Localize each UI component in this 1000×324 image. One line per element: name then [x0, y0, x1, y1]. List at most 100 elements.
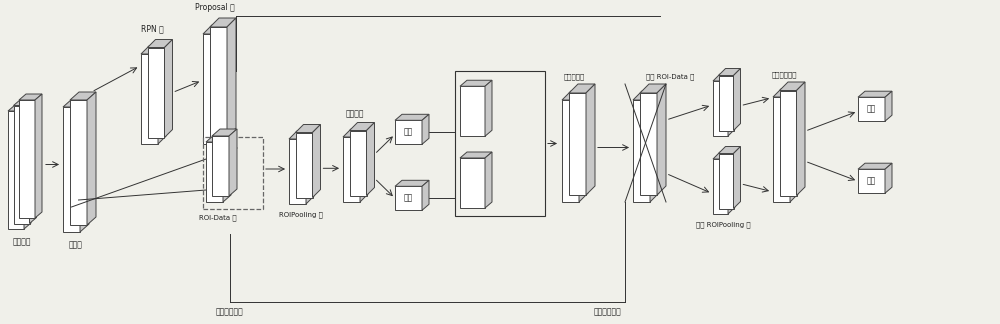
Polygon shape: [657, 84, 666, 195]
Polygon shape: [343, 137, 360, 202]
Text: ROIPooling 层: ROIPooling 层: [279, 211, 322, 218]
Polygon shape: [350, 131, 366, 195]
Polygon shape: [395, 186, 422, 210]
Polygon shape: [713, 159, 728, 214]
Polygon shape: [212, 129, 237, 136]
Polygon shape: [206, 135, 231, 142]
Text: 实际坐标信息: 实际坐标信息: [216, 307, 244, 316]
Polygon shape: [395, 120, 422, 144]
Polygon shape: [858, 169, 885, 193]
Polygon shape: [148, 40, 173, 48]
Polygon shape: [158, 46, 166, 144]
Polygon shape: [141, 54, 158, 144]
Polygon shape: [885, 163, 892, 193]
Polygon shape: [63, 99, 89, 107]
Polygon shape: [141, 46, 166, 54]
Polygon shape: [164, 40, 173, 137]
Polygon shape: [350, 122, 374, 131]
Polygon shape: [640, 93, 657, 195]
Polygon shape: [366, 122, 374, 195]
Polygon shape: [885, 91, 892, 121]
Polygon shape: [24, 105, 31, 229]
Polygon shape: [485, 152, 492, 208]
Polygon shape: [569, 84, 595, 93]
Polygon shape: [650, 91, 659, 202]
Polygon shape: [569, 93, 586, 195]
Text: 级联全连接层: 级联全连接层: [772, 71, 798, 78]
Polygon shape: [148, 48, 164, 137]
Polygon shape: [633, 100, 650, 202]
Polygon shape: [70, 92, 96, 100]
Polygon shape: [485, 80, 492, 136]
Polygon shape: [718, 75, 734, 131]
Text: 回归: 回归: [867, 177, 876, 186]
Text: 级联处理层: 级联处理层: [563, 74, 585, 80]
Polygon shape: [14, 99, 37, 106]
Polygon shape: [713, 74, 735, 81]
Polygon shape: [579, 91, 588, 202]
Text: 训练图像: 训练图像: [13, 237, 31, 246]
Polygon shape: [713, 152, 735, 159]
Polygon shape: [210, 27, 227, 137]
Text: RPN 层: RPN 层: [141, 25, 164, 33]
Text: 卷积层: 卷积层: [69, 240, 82, 249]
Polygon shape: [797, 82, 805, 195]
Polygon shape: [203, 25, 229, 34]
Polygon shape: [395, 180, 429, 186]
Polygon shape: [460, 152, 492, 158]
Polygon shape: [422, 180, 429, 210]
Polygon shape: [227, 18, 236, 137]
Text: 回归: 回归: [404, 194, 413, 203]
Polygon shape: [312, 124, 320, 198]
Polygon shape: [858, 91, 892, 97]
Polygon shape: [30, 99, 37, 224]
Polygon shape: [210, 18, 236, 27]
Polygon shape: [773, 88, 798, 97]
Polygon shape: [229, 129, 237, 196]
Text: 实际坐标信息: 实际坐标信息: [594, 307, 622, 316]
Text: 分类: 分类: [867, 105, 876, 114]
Polygon shape: [562, 100, 579, 202]
Polygon shape: [460, 80, 492, 86]
Polygon shape: [360, 129, 368, 202]
Text: 分类: 分类: [404, 128, 413, 137]
Polygon shape: [212, 136, 229, 196]
Polygon shape: [289, 139, 306, 204]
Polygon shape: [206, 142, 223, 202]
Text: Proposal 层: Proposal 层: [195, 3, 235, 12]
Polygon shape: [858, 163, 892, 169]
Polygon shape: [780, 82, 805, 90]
Polygon shape: [713, 81, 728, 136]
Polygon shape: [718, 68, 740, 75]
Polygon shape: [35, 94, 42, 218]
Polygon shape: [306, 131, 314, 204]
Polygon shape: [70, 100, 87, 225]
Polygon shape: [460, 86, 485, 136]
Polygon shape: [773, 97, 790, 202]
Polygon shape: [19, 100, 35, 218]
Polygon shape: [8, 105, 31, 111]
Polygon shape: [586, 84, 595, 195]
Polygon shape: [220, 25, 229, 144]
Text: 全连接层: 全连接层: [345, 110, 364, 119]
Polygon shape: [858, 97, 885, 121]
Polygon shape: [87, 92, 96, 225]
Polygon shape: [728, 152, 735, 214]
Polygon shape: [203, 34, 220, 144]
Polygon shape: [395, 114, 429, 120]
Bar: [455, 71, 545, 216]
Polygon shape: [718, 154, 734, 209]
Text: ROI-Data 层: ROI-Data 层: [199, 214, 236, 221]
Polygon shape: [14, 106, 30, 224]
Polygon shape: [734, 68, 740, 131]
Polygon shape: [460, 158, 485, 208]
Polygon shape: [790, 88, 798, 202]
Polygon shape: [780, 90, 797, 195]
Polygon shape: [63, 107, 80, 232]
Polygon shape: [8, 111, 24, 229]
Bar: [203, 137, 263, 209]
Polygon shape: [296, 133, 312, 198]
Polygon shape: [718, 146, 740, 154]
Polygon shape: [734, 146, 740, 209]
Polygon shape: [80, 99, 89, 232]
